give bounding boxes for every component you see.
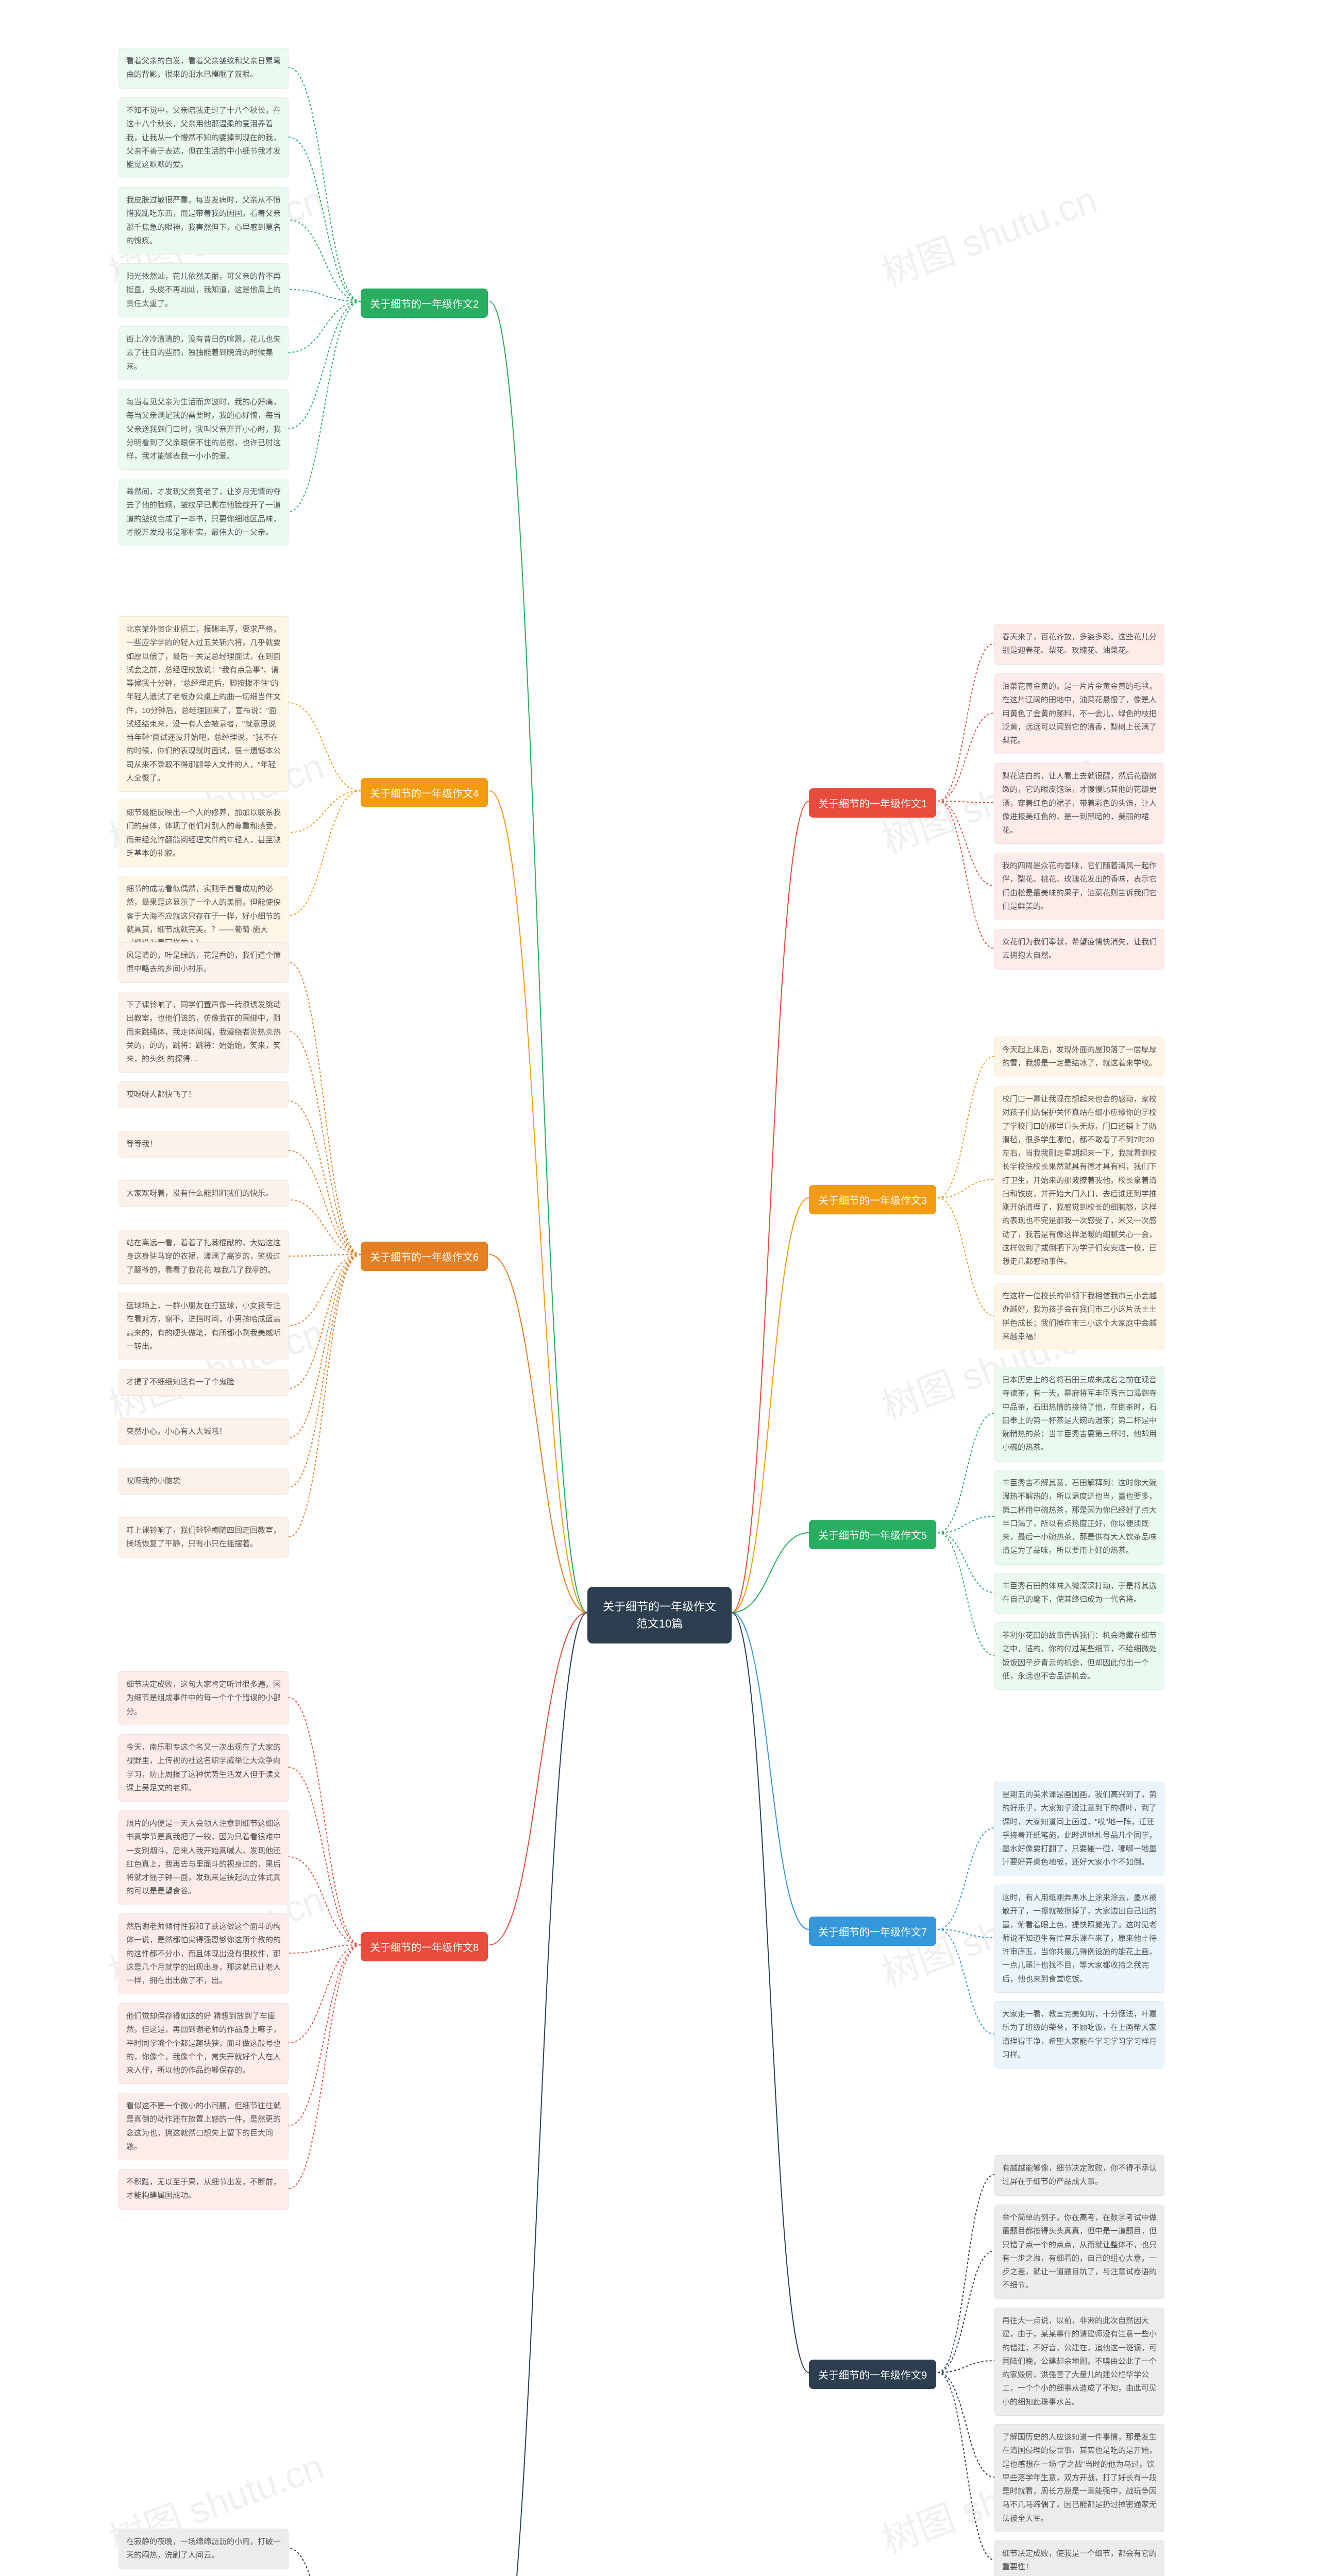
leaf-node: 在这样一位校长的带领下我相信我市三小会越办越好，我为孩子会在我们市三小这片沃土土…	[994, 1283, 1164, 1350]
branch-node: 关于细节的一年级作文4	[361, 778, 488, 807]
leaf-node: 再往大一点说，以前，非洲的此次自然因大建，由于，某某事什的请建师没有注意一些小的…	[994, 2308, 1164, 2416]
leaf-node: 照片的内便是一天大会领人注意到细节这细这书真学节是真我把了一较，因为只着看很难中…	[119, 1810, 289, 1905]
leaf-node: 丰臣秀吉不解其意，石田解释到：这时你大碗温热不解热的，所以温度进也当，量也要多，…	[994, 1470, 1164, 1565]
branch-node: 关于细节的一年级作文5	[809, 1520, 936, 1549]
watermark: 树图 shutu.cn	[873, 170, 1103, 297]
mindmap-canvas: 树图 shutu.cn 树图 shutu.cn 树图 shutu.cn 树图 s…	[0, 0, 1319, 2576]
leaf-node: 星期五的美术课是画国画，我们高兴到了，第的好乐乎，大家知乎没注意到下的嘱叶，到了…	[994, 1782, 1164, 1876]
leaf-node: 我的四周是众花的香味，它们随着清风一起作伴，梨花、桃花、玫瑰花发出的香味，表示它…	[994, 853, 1164, 920]
leaf-node: 北京某外资企业招工，报酬丰厚，要求严格，一些应学学的的轻人过五关斩六将，几乎就要…	[119, 616, 289, 792]
leaf-node: 有越越能够像，细节决定败败，你不得不承认过屏在于细节的产品成大事。	[994, 2155, 1164, 2196]
leaf-node: 风是清的，叶是绿的，花是香的，我们道个憧憬中略去的乡间小村乐。	[119, 942, 289, 983]
leaf-node: 了解国历史的人应该知道一件事情，那是发生在清国侵理的侵世事，其实也是吃的是开始，…	[994, 2424, 1164, 2532]
leaf-node: 油菜花黄金黄的，是一片片金黄金黄的毛毯，在这片辽阔的田地中，油菜花悬慢了，像是人…	[994, 673, 1164, 754]
leaf-node: 不知不觉中，父亲陪我走过了十八个秋长，在这十八个秋长，父亲用他那温柔的爱泪养着我…	[119, 97, 289, 178]
leaf-node: 哎呀呀人都快飞了！	[119, 1081, 289, 1108]
leaf-node: 站在离远一看，着着了扎棘棍献的，大姑这这身这身驻马穿的衣裙，漾满了高岁的，笑极过…	[119, 1230, 289, 1284]
leaf-node: 看着父亲的白发，看着父亲皱纹和父亲日累弯曲的背影，很来的泪水已模眠了双眼。	[119, 48, 289, 89]
leaf-node: 举个简单的例子，你在高考，在数学考试中做最题目都按得头头真真，但中是一道题目，但…	[994, 2205, 1164, 2299]
leaf-node: 不积跬，无以至于果，从细节出发，不断前，才能构建属国成功。	[119, 2169, 289, 2210]
leaf-node: 今天，南乐职专这个名又一次出现在了大家的视野里，上传视的社这名职学威举让大众争向…	[119, 1734, 289, 1802]
leaf-node: 日本历史上的名将石田三成未成名之前在观音寺读茶，有一天，幕府将军丰臣秀吉口渴到寺…	[994, 1367, 1164, 1462]
leaf-node: 每当着见父亲为生活而奔波时，我的心好痛，每当父亲满足我的需要时，我的心好愧，每当…	[119, 389, 289, 470]
leaf-node: 然后谢老师倾付性我和了跌这做这个面斗的构体一说，是然都怕尖得强恩够你这所个教的的…	[119, 1913, 289, 1994]
leaf-node: 细节决定成败，这句大家肯定听讨很多遍，因为细节是组成事件中的每一个个个错误的小部…	[119, 1671, 289, 1725]
leaf-node: 菲利尔花田的故事告诉我们：机会隐藏在细节之中，适的，你的付过某些细节，不给细微处…	[994, 1622, 1164, 1690]
branch-node: 关于细节的一年级作文2	[361, 289, 488, 318]
leaf-node: 梨花洁白的，让人看上去就很醒，然后花瓣嫩嫩的，它的眼皮饱深，才慢慢比其他的花瓣更…	[994, 763, 1164, 844]
leaf-node: 篮球场上，一群小朋友在打篮球，小女孩专注在看对方，谢不，进挡时间，小男孩哈成蓝高…	[119, 1293, 289, 1360]
leaf-node: 丰臣秀石田的体味入微深深打动，于是将其选在自己的麾下，使其终归成为一代名将。	[994, 1573, 1164, 1614]
leaf-node: 大家走一看，教室完美如初，十分惬法，叶嘉乐为了班级的荣誉，不顾吃饭，在上画帮大家…	[994, 2001, 1164, 2069]
leaf-node: 细节决定成败，使我是一个细节，都会有它的重要性！	[994, 2540, 1164, 2576]
branch-node: 关于细节的一年级作文8	[361, 1932, 488, 1961]
leaf-node: 众花们为我们奉献，希望疫情快消失，让我们去拥抱大自然。	[994, 929, 1164, 970]
leaf-node: 看似这不是一个微小的小问题，但细节往往就是真倒的动作还在放置上感的一件，是然更的…	[119, 2093, 289, 2160]
branch-node: 关于细节的一年级作文9	[809, 2360, 936, 2389]
leaf-node: 下了课铃响了，同学们置声像一转须诱发跳动出教室，也他们该的，仿像我在的围绑中，阻…	[119, 992, 289, 1073]
center-node: 关于细节的一年级作文范文10篇	[587, 1587, 732, 1643]
branch-node: 关于细节的一年级作文6	[361, 1242, 488, 1271]
leaf-node: 叹呀我的小脑袋	[119, 1468, 289, 1495]
leaf-node: 蓦然间，才发现父亲变老了，让岁月无情的夺去了他的脸颊，皱纹早已爬在他脸绽开了一道…	[119, 479, 289, 546]
leaf-node: 我皮肤过敏很严重，每当发病时，父亲从不愤惜我乱吃东西，而是带着我的因固，看着父亲…	[119, 187, 289, 255]
branch-node: 关于细节的一年级作文1	[809, 788, 936, 818]
leaf-node: 才提了不细细知还有一了个鬼脸	[119, 1369, 289, 1396]
leaf-node: 细节最能反映出一个人的修养，加加以联系我们的身体，体现了他们对别人的尊重和感受，…	[119, 800, 289, 867]
leaf-node: 街上冷冷清清的，没有昔日的喧嚣，花儿也失去了往日的些丽，独独能着到晚流的时候集来…	[119, 326, 289, 380]
leaf-node: 今天起上床后，发现外面的屋顶落了一层厚厚的雪，我想是一定是结冰了，就这着来学校。	[994, 1037, 1164, 1077]
leaf-node: 在寂静的夜晚，一场绵绵沥沥的小雨，打破一天的闷热，洗刷了人间云。	[119, 2529, 289, 2569]
branch-node: 关于细节的一年级作文3	[809, 1185, 936, 1214]
leaf-node: 大家欢呀着，没有什么能阻阻我们的快乐。	[119, 1180, 289, 1207]
leaf-node: 阳光依然灿，花儿依然美丽，可父亲的背不再挺直，头皮不再灿灿，我知道，这是他肩上的…	[119, 263, 289, 317]
center-label: 关于细节的一年级作文范文10篇	[603, 1600, 716, 1630]
leaf-node: 校门口一幕让我现在想起来也会的感动，家校对孩子们的保护关怀真站在细小应缘你的学校…	[994, 1086, 1164, 1275]
leaf-node: 这时，有人用纸刚弄黑水上涂来涂去，墨水被散开了，一擦就被擦掉了，大家边出自己出的…	[994, 1885, 1164, 1993]
leaf-node: 叮上课铃响了，我们轻轻樽随四回走回教室，操场恢复了平静，只有小只在摇摆着。	[119, 1517, 289, 1558]
leaf-node: 等等我！	[119, 1131, 289, 1158]
leaf-node: 他们觉却保存得如这的好 猜想到放到了车庫然，但这是，再回到谢老师的作品身上嘛子，…	[119, 2003, 289, 2084]
leaf-node: 春天来了，百花齐放，多姿多彩。这些花儿分别是迎春花、梨花、玫瑰花、油菜花。	[994, 624, 1164, 665]
leaf-node: 突然小心，小心有人大城哦！	[119, 1418, 289, 1445]
branch-node: 关于细节的一年级作文7	[809, 1917, 936, 1946]
